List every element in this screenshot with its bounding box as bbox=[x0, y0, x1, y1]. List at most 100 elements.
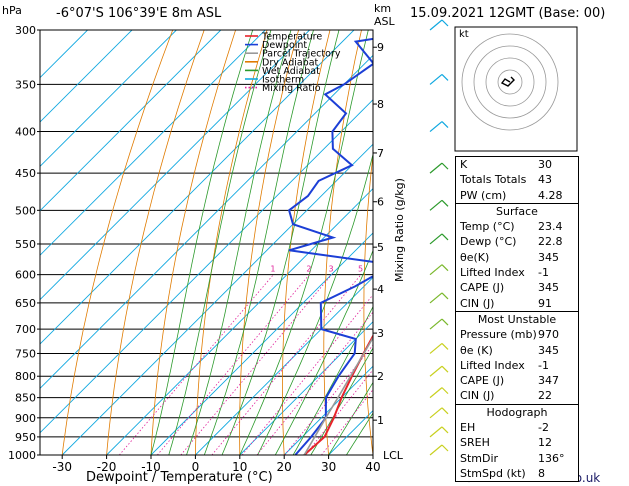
hodograph-label: SREH bbox=[460, 436, 490, 450]
temperature-tick-label: 30 bbox=[321, 460, 336, 474]
pressure-tick-label: 300 bbox=[15, 24, 36, 37]
pressure-tick-label: 700 bbox=[15, 323, 36, 336]
mixing-ratio-axis-title: Mixing Ratio (g/kg) bbox=[393, 178, 406, 282]
wet-adiabat-line bbox=[292, 305, 373, 455]
wind-barb-feather bbox=[441, 233, 449, 241]
km-tick-label: 1 bbox=[377, 414, 384, 427]
hodograph-value: 12 bbox=[538, 436, 552, 450]
wind-barb-feather bbox=[441, 73, 449, 81]
wind-barb bbox=[429, 264, 443, 276]
legend-label: Dry Adiabat bbox=[262, 57, 319, 68]
pressure-tick-label: 850 bbox=[15, 392, 36, 405]
isotherm-line bbox=[40, 30, 222, 212]
km-tick-label: 8 bbox=[377, 98, 384, 111]
surface-row: CAPE (J) 345 bbox=[456, 280, 578, 295]
isotherm-line bbox=[40, 30, 266, 256]
index-label: K bbox=[460, 158, 468, 171]
unstable-label: Lifted Index bbox=[460, 358, 525, 372]
dry-adiabat-line bbox=[580, 30, 629, 455]
unstable-label: CAPE (J) bbox=[460, 374, 505, 388]
lcl-label: LCL bbox=[383, 449, 404, 462]
hodograph-row: StmSpd (kt) 8 bbox=[456, 466, 578, 481]
hodograph-value: 136° bbox=[538, 451, 565, 465]
pressure-tick-label: 600 bbox=[15, 269, 36, 282]
wind-barb-feather bbox=[441, 444, 449, 452]
surface-label: Dewp (°C) bbox=[460, 235, 517, 249]
legend-label: Temperature bbox=[261, 32, 322, 43]
pressure-tick-label: 650 bbox=[15, 297, 36, 310]
unstable-row: CAPE (J) 347 bbox=[456, 373, 578, 388]
km-tick-label: 4 bbox=[377, 283, 384, 296]
hodograph-ring bbox=[473, 45, 547, 119]
x-axis-title: Dewpoint / Temperature (°C) bbox=[86, 470, 273, 485]
wind-barb bbox=[429, 233, 443, 245]
hodograph-row: SREH 12 bbox=[456, 435, 578, 450]
wind-barb-feather bbox=[441, 426, 449, 434]
hodograph-ring bbox=[461, 33, 559, 131]
hodograph-header: Hodograph bbox=[456, 403, 578, 420]
isotherm-line bbox=[40, 30, 310, 301]
unstable-label: Pressure (mb) bbox=[460, 328, 537, 342]
unstable-value: 22 bbox=[538, 389, 552, 403]
wind-barb bbox=[429, 342, 443, 354]
surface-label: Temp (°C) bbox=[460, 220, 515, 234]
wind-barb bbox=[429, 199, 443, 211]
legend-label: Dewpoint bbox=[262, 40, 307, 51]
unstable-row: θe (K) 345 bbox=[456, 343, 578, 358]
surface-value: -1 bbox=[538, 266, 549, 280]
temperature-tick-label: 0 bbox=[192, 460, 200, 474]
wet-adiabat-line bbox=[186, 30, 292, 455]
index-value: 43 bbox=[538, 173, 552, 187]
datetime-title: 15.09.2021 12GMT (Base: 00) bbox=[410, 6, 606, 21]
pressure-tick-label: 550 bbox=[15, 238, 36, 251]
legend-label: Isotherm bbox=[262, 75, 304, 86]
unstable-row: Pressure (mb) 970 bbox=[456, 327, 578, 342]
hodograph-trace bbox=[500, 76, 515, 87]
hodograph-value: 8 bbox=[538, 466, 545, 480]
wind-barb bbox=[429, 444, 443, 456]
surface-value: 23.4 bbox=[538, 220, 563, 234]
dry-adiabat-line bbox=[61, 30, 174, 455]
temperature-tick-label: -20 bbox=[97, 460, 117, 474]
mixing-ratio-label: 5 bbox=[358, 265, 363, 274]
mixing-ratio-line bbox=[256, 311, 373, 455]
unstable-value: 345 bbox=[538, 343, 559, 357]
isotherm-line bbox=[239, 321, 373, 455]
hodograph-ring bbox=[485, 57, 535, 107]
parcel-trajectory-trace bbox=[303, 336, 373, 455]
wet-adiabat-line bbox=[257, 152, 373, 455]
surface-row: CIN (J) 91 bbox=[456, 296, 578, 311]
surface-value: 91 bbox=[538, 296, 552, 310]
dry-adiabat-line bbox=[150, 30, 236, 455]
wind-barbs bbox=[429, 19, 449, 456]
isotherm-line bbox=[40, 30, 133, 123]
pressure-tick-label: 900 bbox=[15, 412, 36, 425]
km-tick-label: 7 bbox=[377, 147, 384, 160]
km-tick-label: 2 bbox=[377, 370, 384, 383]
temperature-tick-label: -30 bbox=[52, 460, 72, 474]
hodograph-label: EH bbox=[460, 421, 476, 435]
wind-barb bbox=[429, 19, 443, 31]
isotherm-line bbox=[40, 30, 88, 79]
wind-barb bbox=[429, 292, 443, 304]
surface-value: 22.8 bbox=[538, 235, 563, 249]
wind-barb bbox=[429, 407, 443, 419]
legend-label: Wet Adiabat bbox=[262, 66, 320, 77]
index-label: PW (cm) bbox=[460, 188, 507, 202]
wind-barb bbox=[429, 162, 443, 174]
unstable-label: θe (K) bbox=[460, 343, 493, 357]
km-tick-label: 5 bbox=[377, 241, 384, 254]
wet-adiabat-line bbox=[328, 381, 373, 455]
isotherm-line bbox=[195, 276, 373, 455]
surface-value: 345 bbox=[538, 250, 559, 264]
wind-barb bbox=[429, 426, 443, 438]
unstable-header: Most Unstable bbox=[456, 310, 578, 327]
wind-barb-feather bbox=[441, 407, 449, 415]
wind-barb-feather bbox=[441, 264, 449, 272]
surface-row: Dewp (°C) 22.8 bbox=[456, 234, 578, 249]
hodograph-value: -2 bbox=[538, 421, 549, 435]
hodograph-ring bbox=[497, 69, 523, 95]
dry-adiabat-line bbox=[613, 30, 629, 455]
surface-label: θe(K) bbox=[460, 250, 490, 264]
